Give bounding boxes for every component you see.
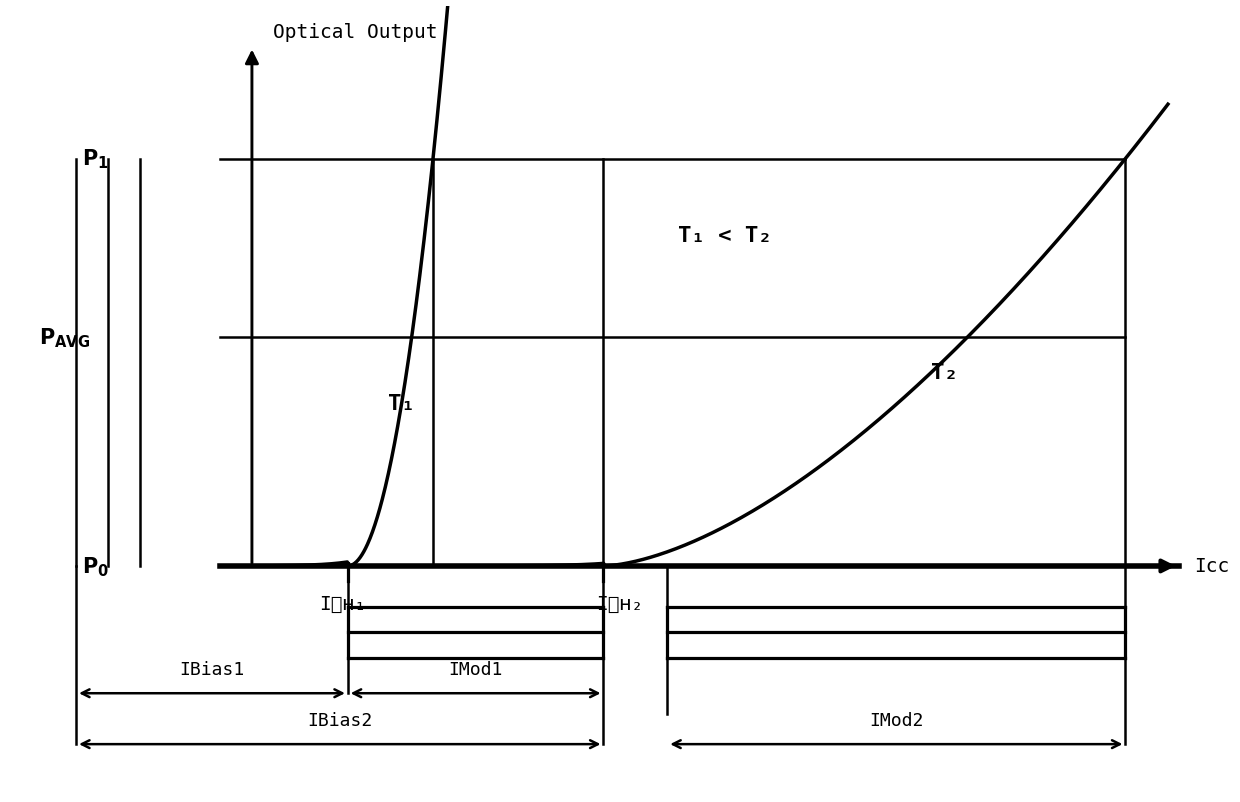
- Text: IBias2: IBias2: [308, 711, 372, 729]
- Text: $\mathbf{P_0}$: $\mathbf{P_0}$: [82, 554, 109, 578]
- Text: $\mathbf{P_{AVG}}$: $\mathbf{P_{AVG}}$: [38, 326, 91, 349]
- Text: T₁: T₁: [388, 394, 414, 414]
- Text: Iᴛʜ₂: Iᴛʜ₂: [596, 594, 642, 614]
- Text: Iᴛʜ₁: Iᴛʜ₁: [319, 594, 366, 614]
- Text: $\mathbf{P_1}$: $\mathbf{P_1}$: [82, 148, 108, 172]
- Text: IMod1: IMod1: [449, 660, 502, 678]
- Text: Optical Output: Optical Output: [273, 23, 438, 42]
- Text: Icc: Icc: [1194, 557, 1230, 576]
- Text: T₂: T₂: [931, 363, 957, 383]
- Text: IMod2: IMod2: [869, 711, 924, 729]
- Text: IBias1: IBias1: [180, 660, 244, 678]
- Text: T₁ < T₂: T₁ < T₂: [678, 225, 771, 245]
